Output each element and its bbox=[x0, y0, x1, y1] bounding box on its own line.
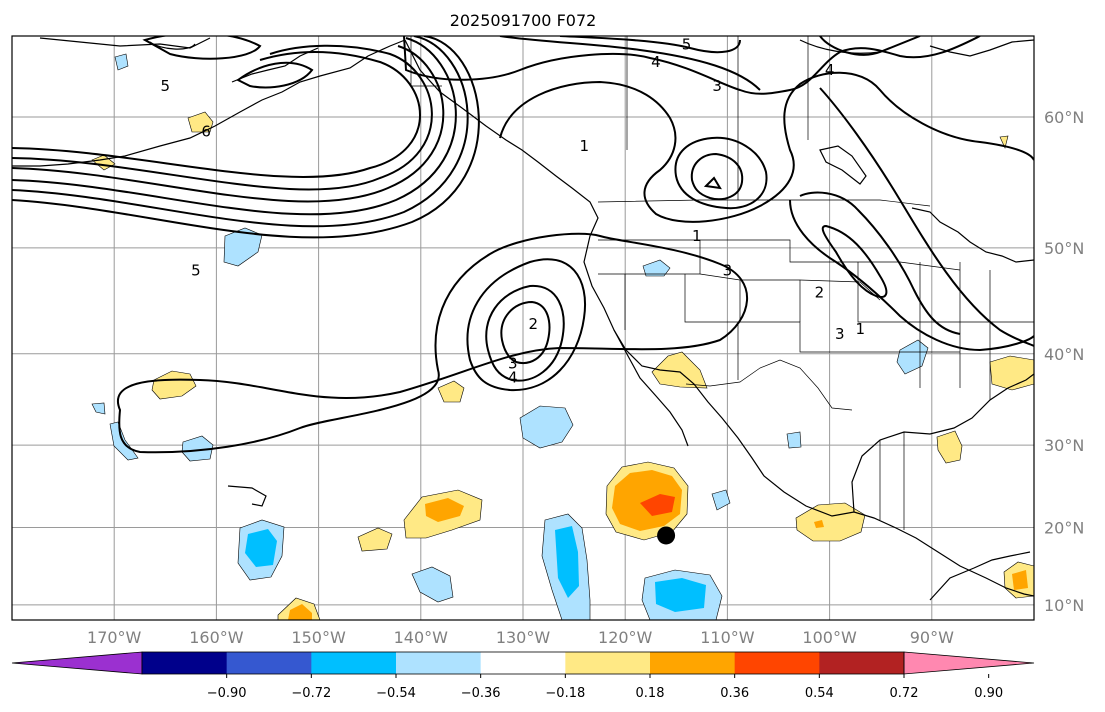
lon-tick-label: 170°W bbox=[87, 628, 142, 647]
storm-center-marker bbox=[657, 526, 676, 545]
colorbar-tick-label: −0.90 bbox=[207, 686, 247, 701]
contour-label: 3 bbox=[835, 325, 845, 343]
positive-anomaly-area bbox=[795, 502, 866, 542]
filled-anomalies bbox=[91, 53, 1034, 620]
colorbar-segment bbox=[819, 652, 905, 674]
colorbar-extend-low bbox=[11, 651, 143, 675]
lon-tick-label: 150°W bbox=[291, 628, 346, 647]
contour-label: 5 bbox=[682, 36, 692, 54]
colorbar-outline bbox=[141, 651, 905, 675]
colorbar-tick-label: −0.36 bbox=[461, 686, 501, 701]
colorbar-segment bbox=[226, 652, 312, 674]
lat-tick-label: 50°N bbox=[1044, 239, 1084, 258]
colorbar-tick-label: 0.90 bbox=[974, 686, 1003, 701]
contour-label: 1 bbox=[855, 320, 865, 338]
moderate-positive-anomaly-area bbox=[1012, 570, 1028, 590]
negative-anomaly-area bbox=[109, 421, 139, 461]
contour-label: 1 bbox=[580, 137, 590, 155]
colorbar-tick-label: −0.72 bbox=[291, 686, 331, 701]
positive-anomaly-area bbox=[999, 135, 1009, 149]
colorbar-segment bbox=[396, 652, 482, 674]
contour-lines bbox=[12, 36, 1034, 454]
colorbar-tick-labels: −0.90 −0.72 −0.54 −0.36 −0.18 0.18 0.36 0.54 0.7… bbox=[207, 674, 1003, 701]
lon-tick-label: 130°W bbox=[496, 628, 551, 647]
contour-label: 4 bbox=[651, 53, 661, 71]
lat-tick-label: 10°N bbox=[1044, 596, 1084, 615]
negative-anomaly-area bbox=[223, 227, 263, 267]
strong-positive-anomaly-area bbox=[640, 494, 675, 516]
contour-label: 6 bbox=[201, 123, 211, 141]
longitude-tick-labels: 170°W 160°W 150°W 140°W 130°W 120°W 110°W 100°W… bbox=[87, 628, 954, 647]
contour-label: 3 bbox=[712, 77, 722, 95]
lon-tick-label: 120°W bbox=[598, 628, 653, 647]
strong-negative-anomaly-area bbox=[245, 529, 277, 567]
contour-label: 2 bbox=[528, 315, 538, 333]
lat-tick-label: 30°N bbox=[1044, 436, 1084, 455]
colorbar-tick-label: 0.36 bbox=[720, 686, 749, 701]
graticule bbox=[12, 36, 1034, 620]
colorbar-segment bbox=[480, 652, 566, 674]
moderate-positive-anomaly-area bbox=[425, 498, 464, 522]
positive-anomaly-area bbox=[651, 351, 708, 389]
negative-anomaly-area bbox=[786, 431, 802, 449]
storm-marker bbox=[657, 526, 676, 545]
contour-label: 4 bbox=[825, 61, 835, 79]
lon-tick-label: 100°W bbox=[802, 628, 857, 647]
moderate-positive-anomaly-area bbox=[814, 520, 824, 528]
contour-label: 5 bbox=[191, 262, 201, 280]
contour-label: 2 bbox=[815, 284, 825, 302]
colorbar-tick-label: 0.72 bbox=[890, 686, 919, 701]
colorbar-segment bbox=[734, 652, 820, 674]
colorbar-segment bbox=[142, 652, 228, 674]
strong-negative-anomaly-area bbox=[655, 578, 706, 612]
negative-anomaly-area bbox=[114, 53, 129, 71]
contour-label: 3 bbox=[508, 354, 518, 372]
chart-title: 2025091700 F072 bbox=[450, 11, 597, 30]
colorbar-segment bbox=[311, 652, 397, 674]
lon-tick-label: 110°W bbox=[700, 628, 755, 647]
lat-tick-label: 20°N bbox=[1044, 519, 1084, 538]
colorbar-tick-label: 0.18 bbox=[636, 686, 665, 701]
positive-anomaly-area bbox=[187, 111, 214, 133]
coastlines bbox=[12, 37, 1034, 601]
lon-tick-label: 140°W bbox=[394, 628, 449, 647]
latitude-tick-labels: 10°N 20°N 30°N 40°N 50°N 60°N bbox=[1044, 108, 1084, 615]
colorbar-tick-label: 0.54 bbox=[805, 686, 834, 701]
political-borders bbox=[410, 36, 1034, 530]
negative-anomaly-area bbox=[411, 566, 454, 603]
colorbar-tick-label: −0.54 bbox=[376, 686, 416, 701]
negative-anomaly-area bbox=[91, 402, 106, 415]
map-frame bbox=[11, 35, 1035, 621]
colorbar-segment bbox=[565, 652, 651, 674]
positive-anomaly-area bbox=[357, 527, 393, 552]
negative-anomaly-area bbox=[519, 405, 574, 449]
contour-label: 3 bbox=[723, 262, 733, 280]
colorbar-extend-high bbox=[903, 651, 1035, 675]
positive-anomaly-area bbox=[151, 370, 197, 400]
negative-anomaly-area bbox=[711, 489, 731, 511]
colorbar-tick-label: −0.18 bbox=[545, 686, 585, 701]
contour-label: 5 bbox=[161, 77, 171, 95]
positive-anomaly-area bbox=[936, 430, 963, 464]
contour-label: 4 bbox=[508, 369, 518, 387]
lat-tick-label: 40°N bbox=[1044, 345, 1084, 364]
positive-anomaly-area bbox=[437, 380, 465, 403]
positive-anomaly-area bbox=[989, 355, 1034, 391]
strong-negative-anomaly-area bbox=[555, 526, 579, 598]
lon-tick-label: 90°W bbox=[910, 628, 954, 647]
colorbar-segment bbox=[650, 652, 736, 674]
contour-label: 1 bbox=[692, 227, 702, 245]
colorbar bbox=[11, 651, 1035, 675]
lon-tick-label: 160°W bbox=[189, 628, 244, 647]
lat-tick-label: 60°N bbox=[1044, 108, 1084, 127]
moderate-positive-anomaly-area bbox=[288, 604, 312, 620]
